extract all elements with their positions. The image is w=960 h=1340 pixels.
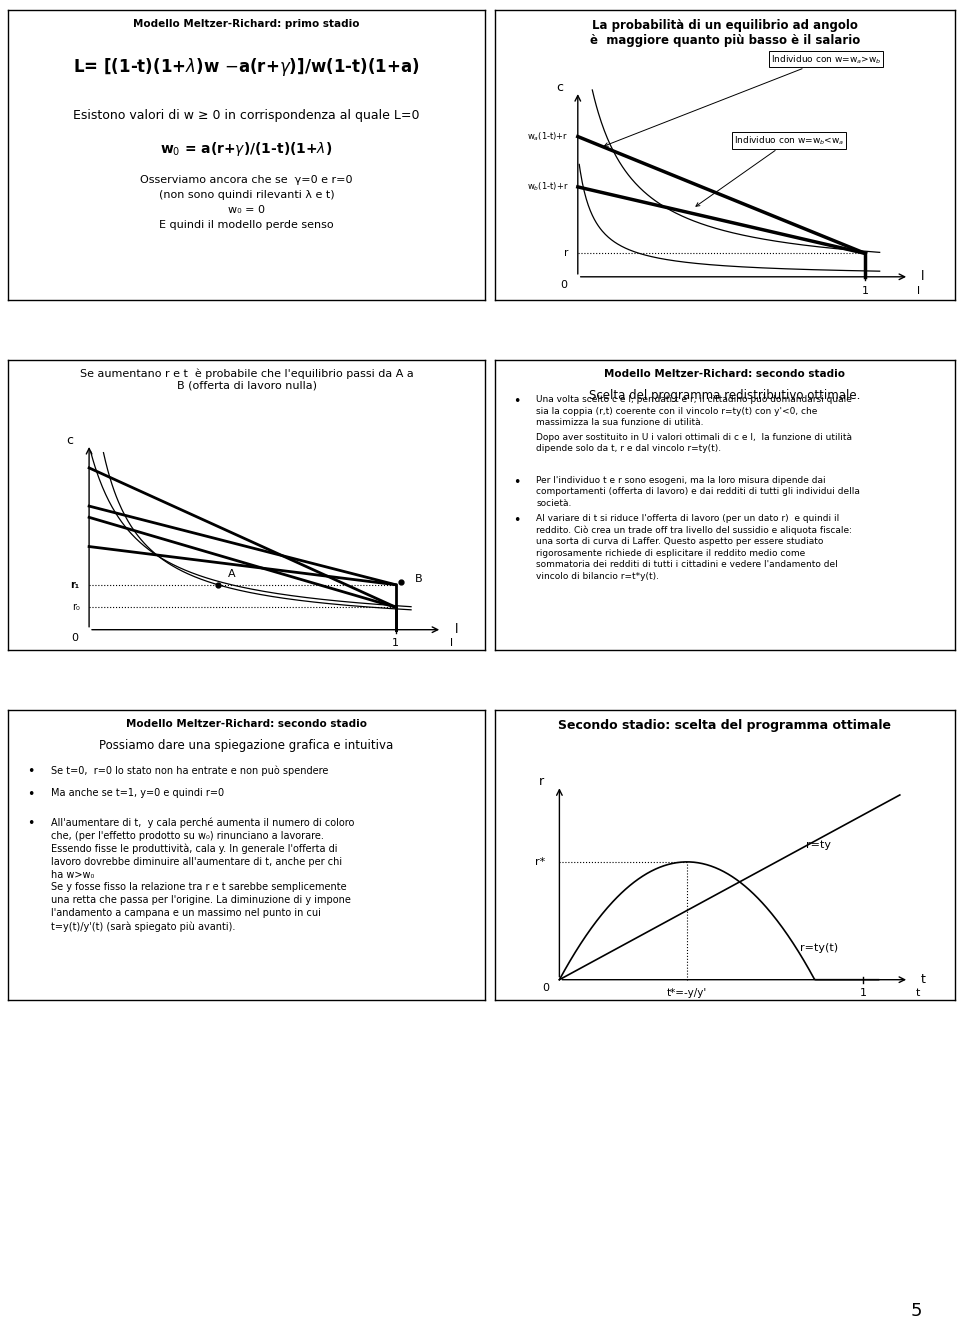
Text: t: t: [916, 989, 921, 998]
Text: A: A: [228, 570, 235, 579]
Text: c: c: [66, 434, 74, 448]
Text: l: l: [455, 623, 458, 636]
Text: l: l: [450, 638, 453, 649]
Text: Se t=0,  r=0 lo stato non ha entrate e non può spendere: Se t=0, r=0 lo stato non ha entrate e no…: [51, 765, 328, 776]
Text: r₀: r₀: [72, 602, 80, 612]
Text: •: •: [27, 765, 35, 779]
Text: Se aumentano r e t  è probabile che l'equilibrio passi da A a
B (offerta di lavo: Se aumentano r e t è probabile che l'equ…: [80, 369, 414, 391]
Text: B: B: [415, 574, 422, 584]
Text: r*: r*: [536, 856, 545, 867]
Text: •: •: [514, 513, 520, 527]
Text: Possiamo dare una spiegazione grafica e intuitiva: Possiamo dare una spiegazione grafica e …: [100, 738, 394, 752]
Text: w$_0$ = a(r+$\gamma$)/(1-t)(1+$\lambda$): w$_0$ = a(r+$\gamma$)/(1-t)(1+$\lambda$): [160, 141, 333, 158]
Text: 5: 5: [910, 1302, 922, 1320]
Text: r=ty(t): r=ty(t): [800, 943, 838, 953]
Text: L= [(1-t)(1+$\lambda$)w $-$a(r+$\gamma$)]/w(1-t)(1+a): L= [(1-t)(1+$\lambda$)w $-$a(r+$\gamma$)…: [73, 56, 420, 79]
Text: •: •: [27, 817, 35, 831]
Text: Modello Meltzer-Richard: primo stadio: Modello Meltzer-Richard: primo stadio: [133, 19, 360, 28]
Text: •: •: [514, 395, 520, 407]
Text: Per l'individuo t e r sono esogeni, ma la loro misura dipende dai
comportamenti : Per l'individuo t e r sono esogeni, ma l…: [537, 476, 860, 508]
Text: •: •: [27, 788, 35, 801]
Text: Secondo stadio: scelta del programma ottimale: Secondo stadio: scelta del programma ott…: [559, 718, 892, 732]
Text: Individuo con w=w$_b$<w$_a$: Individuo con w=w$_b$<w$_a$: [696, 134, 845, 206]
Text: La probabilità di un equilibrio ad angolo
è  maggiore quanto più basso è il sala: La probabilità di un equilibrio ad angol…: [589, 19, 860, 47]
Text: Modello Meltzer-Richard: secondo stadio: Modello Meltzer-Richard: secondo stadio: [605, 369, 846, 379]
Text: 1: 1: [860, 989, 867, 998]
Text: w$_b$(1-t)+r: w$_b$(1-t)+r: [527, 181, 568, 193]
Text: w$_a$(1-t)+r: w$_a$(1-t)+r: [527, 130, 568, 143]
Text: l: l: [921, 271, 924, 283]
Text: l: l: [917, 285, 920, 296]
Text: Esistono valori di w ≥ 0 in corrispondenza al quale L=0: Esistono valori di w ≥ 0 in corrisponden…: [73, 109, 420, 122]
Text: t*=-y/y': t*=-y/y': [667, 989, 708, 998]
Text: Modello Meltzer-Richard: secondo stadio: Modello Meltzer-Richard: secondo stadio: [126, 718, 367, 729]
Text: Ma anche se t=1, y=0 e quindi r=0: Ma anche se t=1, y=0 e quindi r=0: [51, 788, 224, 799]
Text: 1: 1: [393, 638, 399, 649]
Text: All'aumentare di t,  y cala perché aumenta il numero di coloro
che, (per l'effet: All'aumentare di t, y cala perché aument…: [51, 817, 354, 931]
Text: Individuo con w=w$_a$>w$_b$: Individuo con w=w$_a$>w$_b$: [605, 54, 881, 146]
Text: •: •: [514, 476, 520, 489]
Text: r: r: [539, 776, 543, 788]
Text: 0: 0: [561, 280, 567, 289]
Text: Scelta del programma redistributivo ottimale.: Scelta del programma redistributivo otti…: [589, 389, 861, 402]
Text: r₁: r₁: [70, 580, 80, 590]
Text: r: r: [564, 248, 568, 259]
Text: 0: 0: [542, 982, 549, 993]
Text: t: t: [921, 973, 925, 986]
Text: Osserviamo ancora che se  γ=0 e r=0
(non sono quindi rilevanti λ e t)
w₀ = 0
E q: Osserviamo ancora che se γ=0 e r=0 (non …: [140, 176, 352, 229]
Text: 1: 1: [862, 285, 869, 296]
Text: Dopo aver sostituito in U i valori ottimali di c e l,  la funzione di utilità
di: Dopo aver sostituito in U i valori ottim…: [537, 433, 852, 453]
Text: Al variare di t si riduce l'offerta di lavoro (per un dato r)  e quindi il
reddi: Al variare di t si riduce l'offerta di l…: [537, 513, 852, 580]
Text: c: c: [556, 82, 563, 94]
Text: Una volta scelto c e l, per dati t e r, il cittadino può domandarsi quale
sia la: Una volta scelto c e l, per dati t e r, …: [537, 395, 852, 427]
Text: 0: 0: [71, 632, 79, 643]
Text: r=ty: r=ty: [805, 840, 830, 850]
